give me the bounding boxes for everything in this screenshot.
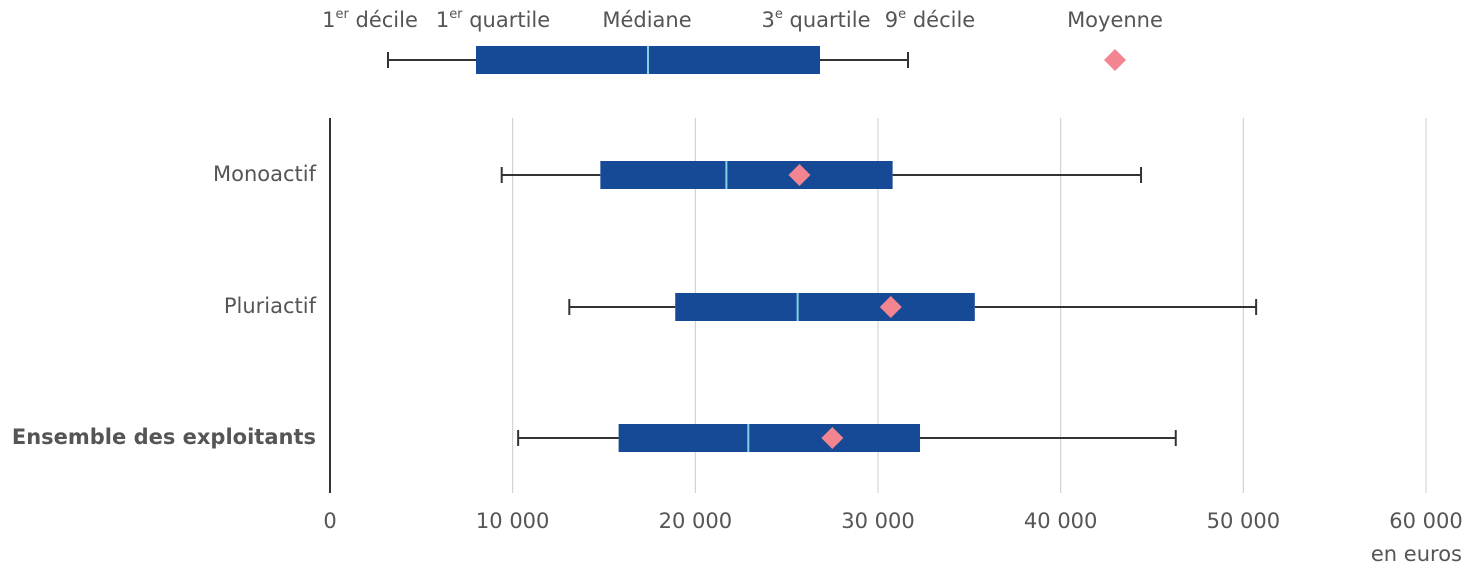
legend-label: Médiane	[602, 8, 691, 32]
x-tick-label: 20 000	[659, 509, 732, 533]
mean-marker	[821, 427, 844, 449]
category-label: Ensemble des exploitants	[12, 425, 316, 449]
legend-label: 1er quartile	[436, 7, 550, 33]
mean-marker	[879, 296, 902, 318]
category-label: Monoactif	[213, 162, 317, 186]
x-tick-label: 10 000	[476, 509, 549, 533]
legend-label: 3e quartile	[761, 7, 870, 33]
x-tick-label: 0	[323, 509, 336, 533]
legend-label: Moyenne	[1067, 8, 1163, 32]
legend-label: 1er décile	[322, 7, 418, 33]
x-tick-label: 40 000	[1024, 509, 1097, 533]
x-tick-label: 60 000	[1389, 509, 1462, 533]
x-tick-label: 30 000	[841, 509, 914, 533]
legend-mean	[1104, 49, 1126, 71]
x-axis-label: en euros	[1371, 542, 1462, 566]
x-tick-label: 50 000	[1207, 509, 1280, 533]
box	[675, 293, 975, 321]
legend: 1er décile 1er quartile Médiane 3e quart…	[322, 7, 1163, 74]
mean-marker	[788, 164, 811, 186]
legend-label: 9e décile	[885, 7, 975, 33]
category-label: Pluriactif	[224, 294, 317, 318]
box	[600, 161, 893, 189]
box	[618, 424, 921, 452]
